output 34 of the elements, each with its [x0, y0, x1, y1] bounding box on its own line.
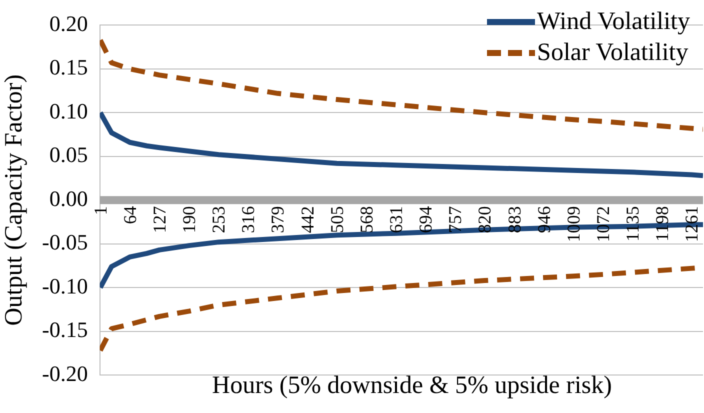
x-tick-label: 820 — [474, 206, 495, 234]
y-axis-title: Output (Capacity Factor) — [0, 74, 28, 326]
legend-label: Solar Volatility — [537, 38, 688, 68]
x-tick-label: 946 — [534, 206, 554, 234]
x-tick-label: 64 — [120, 206, 140, 224]
x-tick-label: 1135 — [622, 206, 643, 242]
x-tick-label: 568 — [356, 206, 376, 234]
x-tick-label: 1198 — [652, 206, 672, 242]
x-tick-label: 757 — [445, 206, 466, 234]
x-tick-label: 694 — [416, 206, 436, 234]
x-tick-label: 883 — [504, 206, 524, 234]
x-tick-label: 631 — [386, 206, 406, 234]
x-axis-title: Hours (5% downside & 5% upside risk) — [211, 372, 613, 400]
x-tick-label: 1072 — [593, 206, 614, 242]
x-tick-label: 379 — [268, 206, 288, 234]
y-tick-label: 0.05 — [49, 142, 88, 168]
y-tick-label: 0.10 — [49, 98, 88, 124]
x-tick-label: 1 — [90, 206, 110, 216]
legend-label: Wind Volatility — [537, 7, 690, 37]
y-tick-label: 0.00 — [49, 186, 88, 211]
x-tick-label: 1261 — [682, 206, 702, 242]
y-tick-label: 0.20 — [49, 10, 88, 36]
y-tick-label: -0.10 — [42, 273, 88, 298]
x-tick-label: 505 — [326, 206, 347, 234]
y-tick-label: -0.15 — [42, 317, 88, 342]
x-tick-label: 1009 — [563, 206, 584, 242]
x-tick-label: 316 — [238, 206, 258, 234]
x-tick-label: 253 — [208, 206, 229, 234]
x-tick-label: 127 — [149, 206, 170, 234]
x-tick-label: 190 — [179, 206, 200, 234]
y-tick-label: -0.05 — [42, 230, 88, 255]
y-tick-label: -0.20 — [42, 360, 88, 386]
x-tick-label: 442 — [297, 206, 318, 234]
y-tick-label: 0.15 — [49, 54, 88, 80]
